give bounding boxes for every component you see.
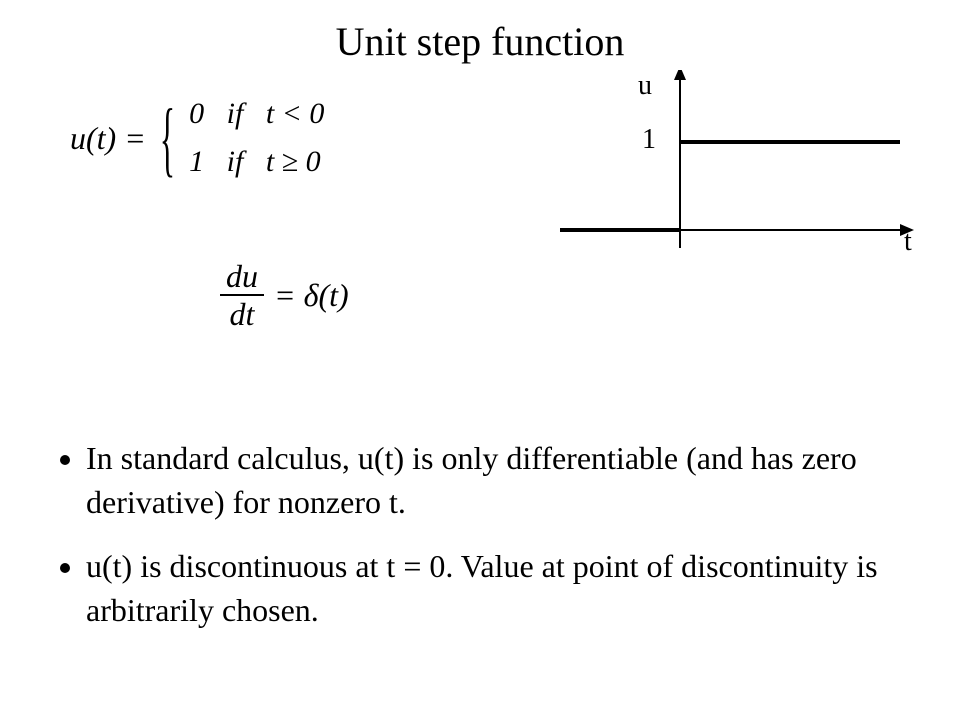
graph-x-axis-label: t — [904, 226, 912, 258]
equation-derivative: du dt = δ(t) — [220, 260, 349, 330]
bullet-item: u(t) is discontinuous at t = 0. Value at… — [86, 544, 912, 632]
fraction-denominator: dt — [224, 296, 261, 330]
slide-root: Unit step function u(t) = { 0 if t < 0 1… — [0, 0, 960, 720]
piecewise-case-1: 0 if t < 0 — [189, 90, 324, 138]
graph-y-axis-label: u — [638, 70, 652, 102]
bullet-item: In standard calculus, u(t) is only diffe… — [86, 436, 912, 524]
bullet-list: In standard calculus, u(t) is only diffe… — [52, 436, 912, 653]
left-brace-icon: { — [160, 96, 175, 179]
graph-svg — [560, 70, 920, 270]
derivative-rhs: = δ(t) — [274, 277, 349, 314]
step-function-graph: u 1 t — [560, 70, 920, 270]
fraction: du dt — [220, 260, 264, 330]
equation-piecewise: u(t) = { 0 if t < 0 1 if t ≥ 0 — [70, 90, 324, 186]
piecewise-cases: 0 if t < 0 1 if t ≥ 0 — [189, 90, 324, 186]
piecewise-case-2: 1 if t ≥ 0 — [189, 138, 324, 186]
graph-tick-1-label: 1 — [642, 124, 656, 156]
page-title: Unit step function — [0, 18, 960, 65]
fraction-numerator: du — [220, 260, 264, 296]
piecewise-lhs: u(t) = — [70, 120, 146, 157]
